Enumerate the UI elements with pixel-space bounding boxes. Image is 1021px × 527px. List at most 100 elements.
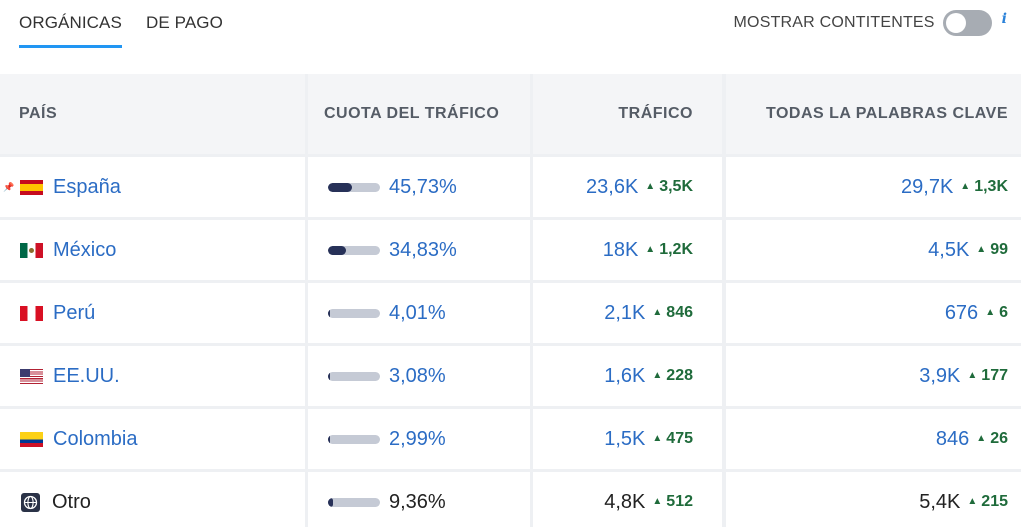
keywords-cell: 846 ▲ 26: [726, 409, 1021, 469]
share-bar-fill: [328, 308, 330, 318]
keywords-delta: ▲ 99: [976, 241, 1008, 259]
keywords-delta: ▲ 1,3K: [960, 178, 1008, 196]
traffic-delta-value: 3,5K: [659, 178, 693, 195]
country-name[interactable]: Colombia: [53, 427, 138, 450]
continents-toggle[interactable]: [942, 10, 992, 36]
keywords-value[interactable]: 29,7K: [901, 175, 954, 198]
traffic-delta-value: 846: [666, 304, 693, 321]
triangle-up-icon: ▲: [976, 244, 987, 255]
keywords-cell: 29,7K ▲ 1,3K: [726, 157, 1021, 217]
share-bar-fill: [328, 497, 333, 507]
traffic-cell: 1,6K ▲ 228: [533, 346, 722, 406]
traffic-value[interactable]: 23,6K: [586, 175, 639, 198]
country-cell: Otro: [0, 472, 305, 527]
traffic-delta: ▲ 1,2K: [645, 241, 693, 259]
country-name[interactable]: España: [53, 175, 121, 198]
keywords-cell: 676 ▲ 6: [726, 283, 1021, 343]
keywords-delta-value: 1,3K: [974, 178, 1008, 195]
traffic-cell: 2,1K ▲ 846: [533, 283, 722, 343]
country-name[interactable]: Perú: [53, 301, 96, 324]
country-table: PAÍS CUOTA DEL TRÁFICO TRÁFICO TODAS LA …: [0, 74, 1021, 527]
traffic-delta: ▲ 228: [652, 367, 693, 385]
triangle-up-icon: ▲: [967, 370, 978, 381]
info-icon[interactable]: i: [1001, 11, 1007, 27]
traffic-share-cell: 45,73%: [308, 157, 530, 217]
keywords-value[interactable]: 4,5K: [928, 238, 970, 261]
share-percent: 34,83%: [389, 238, 457, 261]
header-keywords: TODAS LA PALABRAS CLAVE: [726, 74, 1021, 154]
triangle-up-icon: ▲: [652, 433, 663, 444]
traffic-share-cell: 4,01%: [308, 283, 530, 343]
traffic-value[interactable]: 1,6K: [604, 364, 646, 387]
traffic-share-cell: 34,83%: [308, 220, 530, 280]
traffic-cell: 18K ▲ 1,2K: [533, 220, 722, 280]
keywords-value[interactable]: 846: [935, 427, 970, 450]
triangle-up-icon: ▲: [985, 307, 996, 318]
triangle-up-icon: ▲: [652, 307, 663, 318]
tab-organic[interactable]: ORGÁNICAS: [19, 13, 122, 48]
share-percent: 2,99%: [389, 427, 446, 450]
triangle-up-icon: ▲: [645, 244, 656, 255]
traffic-value[interactable]: 18K: [602, 238, 639, 261]
share-percent: 3,08%: [389, 364, 446, 387]
keywords-delta-value: 177: [981, 367, 1008, 384]
share-bar: [328, 434, 380, 444]
traffic-cell: 4,8K ▲ 512: [533, 472, 722, 527]
traffic-delta: ▲ 846: [652, 304, 693, 322]
share-bar: [328, 182, 380, 192]
country-cell: Colombia: [0, 409, 305, 469]
traffic-share-cell: 2,99%: [308, 409, 530, 469]
keywords-delta-value: 99: [990, 241, 1008, 258]
country-name[interactable]: México: [53, 238, 117, 261]
country-cell: EE.UU.: [0, 346, 305, 406]
flag-colombia-icon: [20, 431, 43, 447]
share-bar-fill: [328, 245, 346, 255]
keywords-delta-value: 215: [981, 493, 1008, 510]
traffic-value[interactable]: 2,1K: [604, 301, 646, 324]
traffic-delta: ▲ 512: [652, 493, 693, 511]
keywords-delta: ▲ 177: [967, 367, 1008, 385]
keywords-delta: ▲ 215: [967, 493, 1008, 511]
country-cell: México: [0, 220, 305, 280]
keywords-value: 5,4K: [919, 490, 961, 513]
country-name[interactable]: EE.UU.: [53, 364, 120, 387]
triangle-up-icon: ▲: [976, 433, 987, 444]
share-bar-fill: [328, 371, 330, 381]
tab-paid[interactable]: DE PAGO: [146, 13, 223, 32]
share-percent: 9,36%: [389, 490, 446, 513]
triangle-up-icon: ▲: [645, 181, 656, 192]
share-percent: 45,73%: [389, 175, 457, 198]
traffic-cell: 23,6K ▲ 3,5K: [533, 157, 722, 217]
keywords-cell: 4,5K ▲ 99: [726, 220, 1021, 280]
share-bar-fill: [328, 182, 352, 192]
traffic-value[interactable]: 1,5K: [604, 427, 646, 450]
pin-icon: 📌: [3, 181, 15, 192]
share-bar: [328, 245, 380, 255]
traffic-share-cell: 3,08%: [308, 346, 530, 406]
keywords-cell: 5,4K ▲ 215: [726, 472, 1021, 527]
header-traffic: TRÁFICO: [533, 74, 722, 154]
traffic-delta-value: 475: [666, 430, 693, 447]
triangle-up-icon: ▲: [652, 370, 663, 381]
keywords-delta-value: 26: [990, 430, 1008, 447]
keywords-delta: ▲ 6: [985, 304, 1008, 322]
share-bar-fill: [328, 434, 330, 444]
toggle-knob: [945, 13, 966, 33]
keywords-cell: 3,9K ▲ 177: [726, 346, 1021, 406]
keywords-value[interactable]: 676: [944, 301, 979, 324]
share-bar: [328, 371, 380, 381]
continents-toggle-group: MOSTRAR CONTITENTES i: [734, 10, 1007, 36]
traffic-value: 4,8K: [604, 490, 646, 513]
share-bar: [328, 308, 380, 318]
share-bar: [328, 497, 380, 507]
traffic-share-cell: 9,36%: [308, 472, 530, 527]
traffic-cell: 1,5K ▲ 475: [533, 409, 722, 469]
keywords-value[interactable]: 3,9K: [919, 364, 961, 387]
flag-spain-icon: [20, 179, 43, 195]
flag-peru-icon: [20, 305, 43, 321]
triangle-up-icon: ▲: [960, 181, 971, 192]
top-bar: ORGÁNICAS DE PAGO MOSTRAR CONTITENTES i: [0, 0, 1021, 74]
header-country: PAÍS: [0, 74, 305, 154]
flag-mexico-icon: [20, 242, 43, 258]
country-name: Otro: [52, 490, 91, 513]
